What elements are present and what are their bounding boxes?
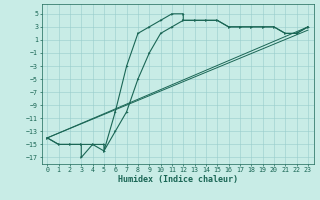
X-axis label: Humidex (Indice chaleur): Humidex (Indice chaleur) bbox=[118, 175, 237, 184]
